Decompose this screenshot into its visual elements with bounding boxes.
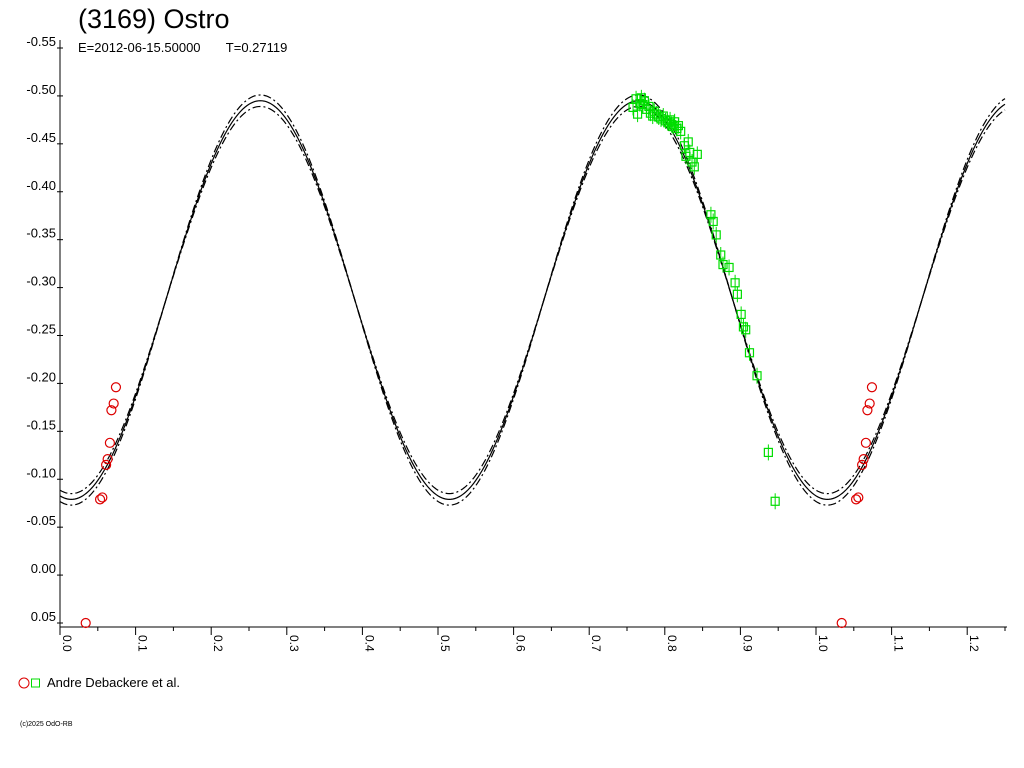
- y-tick-label: -0.45: [26, 130, 56, 145]
- legend-label: Andre Debackere et al.: [47, 675, 180, 690]
- chart-title: (3169) Ostro: [78, 4, 230, 34]
- data-point-square: [636, 93, 646, 103]
- data-point-square: [689, 162, 699, 172]
- y-tick-label: -0.15: [26, 417, 56, 432]
- model-curve-bound: [59, 94, 1006, 506]
- x-tick-label: 0.1: [136, 635, 150, 652]
- x-tick-label: 0.7: [589, 635, 603, 652]
- data-point-square: [711, 230, 721, 240]
- data-point-square: [673, 121, 684, 131]
- data-point-circle: [80, 617, 91, 629]
- y-tick-label: -0.30: [26, 274, 56, 289]
- epoch-label: E=2012-06-15.50000: [78, 40, 201, 55]
- data-point-circle: [110, 382, 122, 393]
- y-tick-label: -0.40: [26, 178, 56, 193]
- data-point-circle: [864, 398, 875, 409]
- data-point-circle: [857, 459, 868, 470]
- x-tick-label: 0.4: [362, 635, 376, 652]
- data-point-circle: [106, 405, 117, 416]
- period-label: T=0.27119: [225, 40, 288, 55]
- data-point-square: [724, 262, 734, 273]
- legend-markers: [18, 677, 40, 689]
- data-point-circle: [862, 405, 873, 416]
- y-tick-label: -0.20: [26, 369, 56, 384]
- data-point-square: [738, 322, 749, 332]
- legend-square-marker: [31, 678, 40, 688]
- y-tick-label: -0.50: [26, 82, 56, 97]
- data-point-square: [692, 149, 702, 159]
- x-tick-label: 1.1: [892, 635, 906, 652]
- data-point-square: [732, 289, 742, 299]
- y-tick-label: -0.05: [26, 513, 56, 528]
- data-point-square: [706, 210, 716, 220]
- data-point-square: [730, 278, 740, 288]
- data-point-square: [683, 137, 693, 147]
- data-point-circle: [97, 492, 108, 503]
- data-point-circle: [836, 617, 847, 629]
- x-tick-label: 0.9: [740, 635, 754, 652]
- y-tick-label: 0.05: [31, 609, 56, 624]
- data-point-square: [644, 101, 654, 112]
- data-point-circle: [860, 437, 871, 448]
- model-curve: [59, 100, 1006, 500]
- legend-circle-marker: [18, 677, 30, 689]
- x-tick-label: 0.0: [60, 635, 74, 652]
- data-point-circle: [102, 454, 113, 465]
- data-point-square: [770, 496, 780, 506]
- data-point-square: [708, 216, 718, 227]
- x-tick-label: 0.3: [287, 635, 301, 652]
- data-point-square: [687, 157, 697, 167]
- data-point-circle: [108, 398, 119, 409]
- x-tick-label: 0.8: [665, 635, 679, 652]
- data-point-circle: [850, 494, 862, 505]
- data-point-square: [632, 109, 643, 119]
- data-point-square: [736, 309, 746, 320]
- model-curve-bound: [59, 105, 1006, 495]
- data-point-square: [716, 250, 726, 260]
- data-point-square: [676, 126, 686, 136]
- copyright-note: (c)2025 OdO-RB: [20, 721, 73, 728]
- data-point-circle: [858, 454, 869, 465]
- data-point-square: [752, 371, 762, 381]
- data-point-circle: [866, 382, 878, 393]
- y-tick-label: 0.00: [31, 561, 56, 576]
- x-tick-label: 1.2: [967, 635, 981, 652]
- y-tick-label: -0.35: [26, 226, 56, 241]
- data-point-square: [763, 447, 773, 458]
- data-point-square: [744, 348, 755, 358]
- y-tick-label: -0.55: [26, 34, 56, 49]
- data-point-circle: [101, 459, 112, 470]
- legend: Andre Debackere et al.: [17, 675, 180, 691]
- x-tick-label: 0.5: [438, 635, 452, 652]
- data-point-square: [741, 325, 751, 335]
- y-tick-label: -0.10: [26, 465, 56, 480]
- data-point-circle: [94, 494, 106, 505]
- data-point-square: [718, 259, 728, 270]
- x-tick-label: 0.6: [514, 635, 528, 652]
- data-point-circle: [853, 492, 864, 503]
- chart-subtitle: E=2012-06-15.50000 T=0.27119: [78, 40, 287, 56]
- data-point-circle: [104, 437, 115, 448]
- x-tick-label: 0.2: [211, 635, 225, 652]
- y-tick-label: -0.25: [26, 322, 56, 337]
- x-tick-label: 1.0: [816, 635, 830, 652]
